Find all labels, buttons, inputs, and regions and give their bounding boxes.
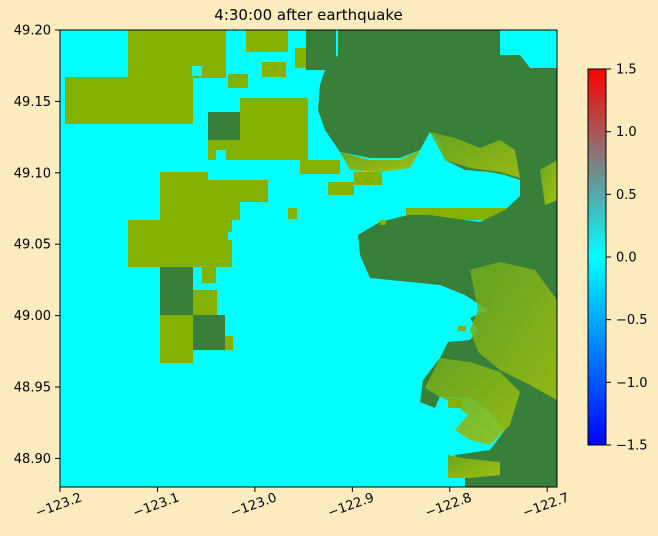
x-tick-label: −122.8 <box>423 490 473 521</box>
x-tick-label: −123.1 <box>131 490 181 521</box>
colorbar-tick-label: 0.5 <box>616 188 637 203</box>
y-tick-label: 49.10 <box>14 166 51 181</box>
y-tick-label: 49.00 <box>14 309 51 324</box>
x-axis: −123.2 −123.1 −123.0 −122.9 −122.8 −122.7 <box>34 487 571 521</box>
y-tick-label: 49.05 <box>14 238 51 253</box>
land-light-blocks <box>65 30 506 363</box>
land-gradient-areas <box>340 132 557 478</box>
colorbar-tick-label: 1.0 <box>616 125 637 140</box>
x-tick-label: −123.0 <box>229 490 279 521</box>
islands <box>380 220 466 408</box>
map-area <box>60 30 557 487</box>
plot-frame <box>59 29 558 488</box>
y-axis: 48.90 48.95 49.00 49.05 49.10 49.15 49.20 <box>14 24 60 467</box>
colorbar-tick-label: 0.0 <box>616 251 637 266</box>
colorbar-tick-label: 1.5 <box>616 63 637 78</box>
colorbar-tick-label: −1.0 <box>616 376 648 391</box>
colorbar-tick-label: −1.5 <box>616 439 648 454</box>
x-tick-label: −122.9 <box>326 490 376 521</box>
y-tick-label: 48.90 <box>14 452 51 467</box>
y-tick-label: 48.95 <box>14 381 51 396</box>
colorbar-tick-label: −0.5 <box>616 313 648 328</box>
chart-title: 4:30:00 after earthquake <box>214 6 403 24</box>
y-tick-label: 49.15 <box>14 95 51 110</box>
x-tick-label: −123.2 <box>34 490 84 521</box>
y-tick-label: 49.20 <box>14 24 51 39</box>
x-tick-label: −122.7 <box>521 490 571 521</box>
colorbar-gradient <box>587 68 607 446</box>
colorbar: −1.5 −1.0 −0.5 0.0 0.5 1.0 1.5 <box>587 63 648 454</box>
